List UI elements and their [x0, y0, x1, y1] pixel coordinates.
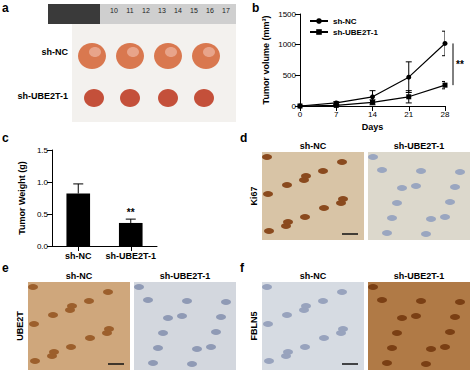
svg-text:15: 15: [190, 7, 198, 14]
svg-text:sh-UBE2T-1: sh-UBE2T-1: [394, 271, 445, 281]
svg-text:sh-NC: sh-NC: [333, 17, 357, 26]
svg-text:21: 21: [404, 110, 413, 119]
svg-text:Tumor volume (mm³): Tumor volume (mm³): [261, 16, 271, 105]
svg-text:Ki67: Ki67: [249, 186, 259, 205]
svg-text:sh-UBE2T-1: sh-UBE2T-1: [333, 28, 378, 37]
svg-text:FBLN5: FBLN5: [249, 312, 259, 341]
svg-text:sh-NC: sh-NC: [42, 47, 69, 57]
svg-text:UBE2T: UBE2T: [15, 311, 25, 341]
svg-text:sh-NC: sh-NC: [65, 251, 92, 261]
svg-text:a: a: [2, 1, 9, 15]
svg-text:Tumor Weight (g): Tumor Weight (g): [17, 161, 27, 235]
svg-text:**: **: [456, 59, 464, 70]
svg-text:e: e: [2, 261, 9, 275]
svg-text:17: 17: [222, 7, 230, 14]
svg-text:7: 7: [334, 110, 339, 119]
svg-text:12: 12: [142, 7, 150, 14]
svg-text:sh-NC: sh-NC: [66, 271, 93, 281]
svg-text:500: 500: [283, 71, 297, 80]
svg-text:**: **: [127, 207, 135, 218]
svg-text:10: 10: [110, 7, 118, 14]
svg-text:sh-UBE2T-1: sh-UBE2T-1: [105, 251, 156, 261]
svg-text:0: 0: [298, 110, 303, 119]
svg-text:16: 16: [206, 7, 214, 14]
svg-text:c: c: [2, 131, 9, 145]
svg-text:sh-UBE2T-1: sh-UBE2T-1: [160, 271, 211, 281]
svg-text:13: 13: [158, 7, 166, 14]
svg-text:0.0: 0.0: [37, 242, 49, 251]
svg-text:sh-NC: sh-NC: [300, 271, 327, 281]
svg-text:1000: 1000: [278, 40, 296, 49]
svg-text:11: 11: [126, 7, 133, 14]
svg-text:1.5: 1.5: [37, 146, 49, 155]
svg-text:14: 14: [368, 110, 377, 119]
svg-text:28: 28: [441, 110, 450, 119]
svg-text:b: b: [252, 1, 259, 15]
svg-text:0: 0: [292, 102, 297, 111]
svg-text:sh-UBE2T-1: sh-UBE2T-1: [17, 91, 68, 101]
svg-text:d: d: [240, 131, 247, 145]
svg-text:1500: 1500: [278, 10, 296, 19]
svg-text:14: 14: [174, 7, 182, 14]
svg-text:1.0: 1.0: [37, 178, 49, 187]
svg-text:Days: Days: [362, 122, 384, 132]
svg-text:sh-NC: sh-NC: [300, 141, 327, 151]
svg-text:sh-UBE2T-1: sh-UBE2T-1: [394, 141, 445, 151]
svg-text:f: f: [240, 261, 245, 275]
svg-text:0.5: 0.5: [37, 210, 49, 219]
